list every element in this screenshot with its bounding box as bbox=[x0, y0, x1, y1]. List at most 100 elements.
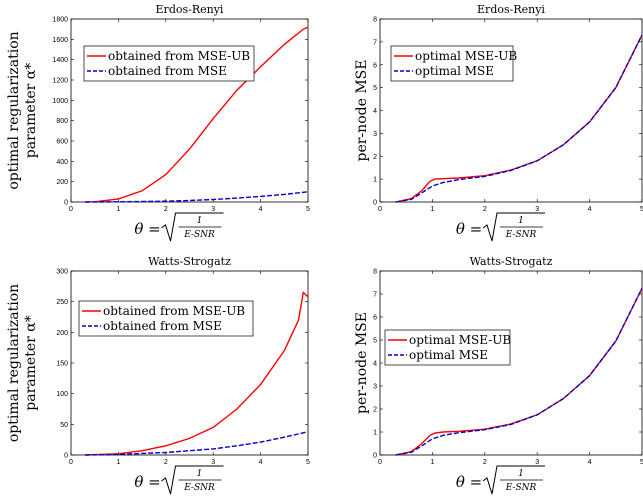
y-tick-label: 5 bbox=[373, 85, 377, 92]
x-axis-label-denominator: E-SNR bbox=[183, 483, 215, 493]
y-tick-label: 0 bbox=[373, 200, 377, 207]
x-tick-label: 5 bbox=[306, 206, 310, 213]
y-tick-label: 400 bbox=[56, 159, 68, 166]
y-tick-label: 3 bbox=[373, 131, 377, 138]
x-axis-label-numerator: 1 bbox=[518, 469, 524, 479]
series-line-1 bbox=[85, 26, 309, 203]
x-tick-label: 2 bbox=[164, 459, 168, 466]
y-tick-label: 2 bbox=[373, 407, 377, 414]
y-tick-label: 0 bbox=[64, 453, 68, 460]
y-tick-label: 1 bbox=[373, 430, 377, 437]
y-tick-label: 200 bbox=[56, 179, 68, 186]
x-tick-label: 3 bbox=[211, 206, 215, 213]
y-tick-label: 600 bbox=[56, 139, 68, 146]
y-tick-label: 0 bbox=[64, 200, 68, 207]
y-axis-label-line1: optimal regularization bbox=[6, 31, 22, 189]
x-axis-label: θ = bbox=[456, 473, 482, 491]
series-line-1 bbox=[85, 291, 309, 456]
series-line-1 bbox=[395, 34, 643, 203]
legend-label-2: obtained from MSE bbox=[103, 319, 222, 333]
x-tick-label: 5 bbox=[306, 459, 310, 466]
x-axis-label-denominator: E-SNR bbox=[505, 483, 537, 493]
x-tick-label: 4 bbox=[259, 206, 263, 213]
x-axis-label: θ = bbox=[134, 473, 160, 491]
x-tick-label: 0 bbox=[69, 459, 73, 466]
x-axis-label-numerator: 1 bbox=[197, 469, 203, 479]
x-tick-label: 1 bbox=[430, 459, 434, 466]
chart-title: Watts-Strogatz bbox=[148, 255, 231, 268]
y-tick-label: 150 bbox=[56, 361, 68, 368]
y-axis-label-line2: parameter α* bbox=[23, 315, 39, 410]
y-tick-label: 50 bbox=[60, 422, 68, 429]
x-axis-label-denominator: E-SNR bbox=[505, 230, 537, 240]
y-tick-label: 6 bbox=[373, 62, 377, 69]
legend-box bbox=[384, 329, 511, 366]
y-tick-label: 1000 bbox=[52, 98, 68, 105]
y-tick-label: 1600 bbox=[52, 37, 68, 44]
x-tick-label: 4 bbox=[588, 459, 592, 466]
y-tick-label: 250 bbox=[56, 299, 68, 306]
plot-frame bbox=[70, 18, 309, 203]
legend-label-1: optimal MSE-UB bbox=[409, 333, 511, 347]
x-axis-label: θ = bbox=[456, 220, 482, 238]
series-line-2 bbox=[395, 34, 643, 203]
chart-panel-1: 0 1 2 3 4 5 0 200 400 600 800 1000 1200 1400 1600 1800 E… bbox=[6, 3, 310, 242]
legend-label-1: obtained from MSE-UB bbox=[108, 49, 250, 63]
x-tick-label: 4 bbox=[259, 459, 263, 466]
x-axis-label-denominator: E-SNR bbox=[183, 230, 215, 240]
y-tick-label: 8 bbox=[373, 269, 377, 276]
x-tick-label: 0 bbox=[69, 206, 73, 213]
y-tick-label: 5 bbox=[373, 338, 377, 345]
x-tick-label: 1 bbox=[116, 459, 120, 466]
sqrt-symbol bbox=[161, 465, 224, 495]
x-axis-label-numerator: 1 bbox=[518, 216, 524, 226]
y-axis-label: per-node MSE bbox=[354, 312, 370, 414]
series-line-2 bbox=[85, 191, 309, 203]
x-tick-label: 2 bbox=[483, 206, 487, 213]
series-line-1 bbox=[395, 287, 643, 456]
x-tick-label: 2 bbox=[483, 459, 487, 466]
x-tick-label: 3 bbox=[211, 459, 215, 466]
y-tick-label: 1200 bbox=[52, 78, 68, 85]
legend-box bbox=[390, 45, 514, 82]
sqrt-symbol bbox=[482, 212, 545, 242]
x-tick-label: 5 bbox=[640, 206, 643, 213]
x-tick-label: 1 bbox=[116, 206, 120, 213]
y-tick-label: 100 bbox=[56, 391, 68, 398]
y-tick-label: 2 bbox=[373, 154, 377, 161]
legend-label-2: obtained from MSE bbox=[108, 64, 227, 78]
chart-panel-2: 0 1 2 3 4 5 0 1 2 3 4 5 6 7 8 Erdos-Renyi per-node MSE θ … bbox=[354, 3, 643, 242]
series-line-2 bbox=[85, 431, 309, 456]
x-tick-label: 4 bbox=[588, 206, 592, 213]
legend-label-2: optimal MSE bbox=[415, 64, 494, 78]
y-axis-label: per-node MSE bbox=[354, 60, 370, 162]
chart-title: Erdos-Renyi bbox=[477, 3, 545, 16]
chart-title: Erdos-Renyi bbox=[156, 3, 224, 16]
y-tick-label: 200 bbox=[56, 330, 68, 337]
series-line-2 bbox=[395, 287, 643, 456]
y-tick-label: 7 bbox=[373, 292, 377, 299]
x-tick-label: 5 bbox=[640, 459, 643, 466]
y-tick-label: 1400 bbox=[52, 57, 68, 64]
y-tick-label: 7 bbox=[373, 39, 377, 46]
x-tick-label: 0 bbox=[378, 206, 382, 213]
x-tick-label: 2 bbox=[164, 206, 168, 213]
chart-panel-4: 0 1 2 3 4 5 0 1 2 3 4 5 6 7 8 Watts-Strogatz per-node MS… bbox=[354, 255, 643, 495]
x-axis-label-numerator: 1 bbox=[197, 216, 203, 226]
y-tick-label: 6 bbox=[373, 315, 377, 322]
y-axis-label-line2: parameter α* bbox=[23, 63, 39, 158]
chart-title: Watts-Strogatz bbox=[470, 255, 553, 268]
legend-label-2: optimal MSE bbox=[409, 348, 488, 362]
x-tick-label: 0 bbox=[378, 459, 382, 466]
x-tick-label: 3 bbox=[535, 459, 539, 466]
plot-frame bbox=[70, 270, 309, 456]
y-tick-label: 300 bbox=[56, 269, 68, 276]
legend-box bbox=[83, 45, 255, 82]
sqrt-symbol bbox=[161, 212, 224, 242]
sqrt-symbol bbox=[482, 465, 545, 495]
